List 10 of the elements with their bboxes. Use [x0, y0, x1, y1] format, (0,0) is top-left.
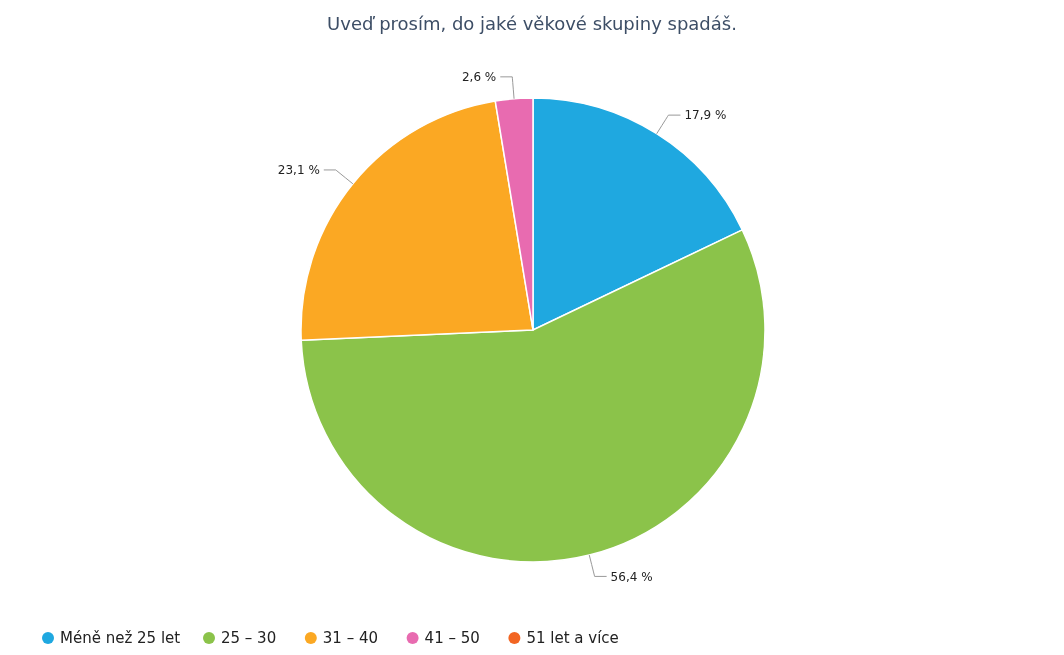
legend-label: 25 – 30	[221, 629, 277, 648]
data-label: 23,1 %	[277, 163, 320, 178]
legend-label: Méně než 25 let	[60, 629, 181, 648]
data-label: 2,6 %	[461, 70, 497, 85]
data-label: 17,9 %	[684, 108, 727, 123]
legend-label: 31 – 40	[322, 629, 379, 648]
legend-label: 51 let a více	[526, 629, 619, 648]
legend-label: 41 – 50	[424, 629, 480, 648]
data-label: 56,4 %	[610, 569, 653, 584]
chart-title: Uveď prosím, do jaké věkové skupiny spadáš.	[327, 13, 737, 34]
